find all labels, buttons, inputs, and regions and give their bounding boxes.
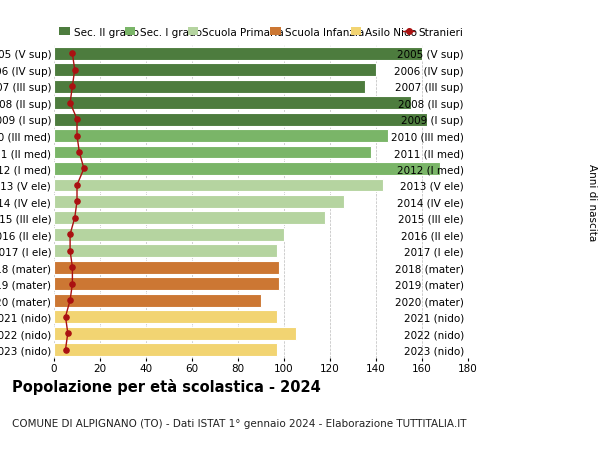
Legend: Sec. II grado, Sec. I grado, Scuola Primaria, Scuola Infanzia, Asilo Nido, Stran: Sec. II grado, Sec. I grado, Scuola Prim… [59,28,463,38]
Point [70,215,79,222]
Bar [54,311,277,323]
Bar [54,81,365,93]
Bar [54,343,277,356]
Point [74,149,84,157]
Point [68,83,77,90]
Bar [54,327,296,340]
Point [65,100,75,107]
Text: Anni di nascita: Anni di nascita [587,163,597,241]
Bar [54,245,277,257]
Point [61,313,70,321]
Bar [54,146,371,159]
Bar [54,261,280,274]
Point [72,133,82,140]
Bar [54,64,376,77]
Point [63,330,73,337]
Point [72,198,82,206]
Bar [54,278,280,291]
Bar [54,212,325,225]
Point [68,50,77,58]
Point [68,280,77,288]
Point [65,297,75,304]
Bar [54,179,383,192]
Bar [54,196,344,208]
Text: Popolazione per età scolastica - 2024: Popolazione per età scolastica - 2024 [12,379,321,395]
Bar [54,229,284,241]
Point [72,116,82,123]
Point [70,67,79,74]
Point [65,247,75,255]
Point [72,182,82,189]
Point [65,231,75,239]
Bar [54,97,410,110]
Bar [54,48,422,61]
Bar [54,130,388,143]
Bar [54,294,261,307]
Point [79,165,89,173]
Bar [54,162,440,175]
Point [68,264,77,271]
Bar [54,113,427,126]
Text: COMUNE DI ALPIGNANO (TO) - Dati ISTAT 1° gennaio 2024 - Elaborazione TUTTITALIA.: COMUNE DI ALPIGNANO (TO) - Dati ISTAT 1°… [12,418,467,428]
Point [61,346,70,353]
